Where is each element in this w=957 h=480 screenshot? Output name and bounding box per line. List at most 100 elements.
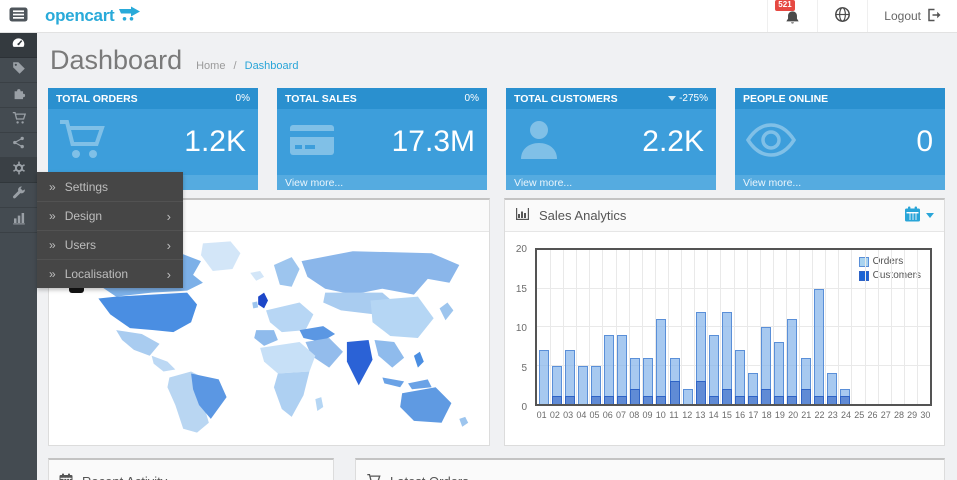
- gridline-vertical: [812, 250, 814, 404]
- tile-total-sales-header: TOTAL SALES 0%: [277, 88, 487, 109]
- tile-total-sales: TOTAL SALES 0% 17.3M View more...: [277, 88, 487, 190]
- y-tick-label: 10: [515, 323, 527, 334]
- language-button[interactable]: [817, 0, 868, 32]
- angle-double-right-icon: »: [49, 267, 56, 281]
- opencart-cart-logo-icon: [118, 6, 141, 27]
- tile-total-sales-view-more[interactable]: View more...: [277, 175, 487, 190]
- bar-orders-04: [577, 365, 588, 404]
- flyout-item-users[interactable]: » Users ›: [37, 230, 183, 259]
- sidebar-item-tools[interactable]: [0, 183, 37, 208]
- gridline-vertical: [563, 250, 565, 404]
- y-tick-label: 5: [521, 362, 527, 374]
- flyout-item-design[interactable]: » Design ›: [37, 201, 183, 230]
- gridline-vertical: [576, 250, 578, 404]
- x-tick-label: 16: [735, 410, 746, 420]
- bar-customers-23: [826, 396, 837, 404]
- flyout-item-settings[interactable]: » Settings: [37, 172, 183, 201]
- tile-people-online: PEOPLE ONLINE 0 View more...: [735, 88, 945, 190]
- bar-orders-24: [839, 388, 850, 404]
- gridline-vertical: [916, 250, 918, 404]
- bar-orders-06: [604, 334, 615, 404]
- menu-toggle-button[interactable]: [0, 0, 37, 32]
- chart-x-axis: 01 02 03 04 05 06 07 08 09 10 11 12 13 14 15 16 17 18 19 20…: [535, 410, 932, 420]
- x-tick-label: 29: [907, 410, 918, 420]
- chart-y-axis: 0 5 10 15 20: [507, 244, 531, 413]
- gridline-vertical: [772, 250, 774, 404]
- sales-analytics-header: Sales Analytics: [505, 200, 944, 232]
- bar-orders-15: [721, 311, 732, 404]
- gridline-vertical: [720, 250, 722, 404]
- tile-value: 17.3M: [391, 125, 475, 158]
- sidebar-item-sales[interactable]: [0, 108, 37, 133]
- sidebar-item-extensions[interactable]: [0, 83, 37, 108]
- gridline-vertical: [667, 250, 669, 404]
- breadcrumb-home-link[interactable]: Home: [196, 60, 226, 72]
- x-tick-label: 17: [748, 410, 759, 420]
- sales-analytics-panel: Sales Analytics 0 5 10 15 20 Orders Customers…: [504, 198, 945, 446]
- bar-orders-16: [735, 350, 746, 404]
- breadcrumb: Home / Dashboard: [196, 60, 298, 72]
- sidebar-item-dashboard[interactable]: [0, 33, 37, 58]
- bar-orders-22: [813, 288, 824, 404]
- gridline-vertical: [550, 250, 552, 404]
- x-tick-label: 30: [920, 410, 931, 420]
- bar-orders-21: [800, 357, 811, 404]
- bar-orders-12: [682, 388, 693, 404]
- sales-analytics-chart: 0 5 10 15 20 Orders Customers 01 02 03 04 05 06 07 0…: [505, 232, 944, 444]
- gridline-vertical: [864, 250, 866, 404]
- breadcrumb-current-link[interactable]: Dashboard: [244, 60, 299, 72]
- date-range-button[interactable]: [904, 206, 934, 225]
- angle-double-right-icon: »: [49, 179, 56, 194]
- sidebar-item-catalog[interactable]: [0, 58, 37, 83]
- x-tick-label: 04: [576, 410, 587, 420]
- tile-total-customers-view-more[interactable]: View more...: [506, 175, 716, 190]
- tile-total-customers: TOTAL CUSTOMERS -275% 2.2K View more...: [506, 88, 716, 190]
- tile-delta: 0%: [465, 93, 479, 104]
- gridline-vertical: [903, 250, 905, 404]
- sidebar-item-marketing[interactable]: [0, 133, 37, 158]
- legend-label: Customers: [872, 270, 921, 281]
- tile-value: 1.2K: [184, 125, 246, 158]
- tile-title: PEOPLE ONLINE: [743, 92, 829, 105]
- bar-orders-10: [656, 319, 667, 404]
- gridline-vertical: [825, 250, 827, 404]
- gridline-horizontal: [537, 326, 930, 327]
- gridline-vertical: [602, 250, 604, 404]
- bar-customers-06: [604, 396, 615, 404]
- cart-icon: [12, 111, 26, 130]
- gridline-vertical: [681, 250, 683, 404]
- sidebar-item-system[interactable]: [0, 158, 37, 183]
- chart-legend: Orders Customers: [853, 253, 926, 284]
- submenu-arrow-icon: ›: [166, 208, 171, 224]
- legend-swatch: [858, 270, 869, 281]
- opencart-logo-text: opencart: [45, 6, 115, 25]
- logout-button[interactable]: Logout: [867, 0, 957, 32]
- bar-orders-13: [695, 311, 706, 404]
- bar-customers-03: [564, 396, 575, 404]
- tile-delta: -275%: [668, 93, 708, 104]
- tile-people-online-body: 0: [735, 109, 945, 175]
- tile-title: TOTAL CUSTOMERS: [514, 92, 618, 105]
- submenu-arrow-icon: ›: [166, 237, 171, 253]
- x-tick-label: 22: [814, 410, 825, 420]
- bar-orders-07: [617, 334, 628, 404]
- gridline-vertical: [798, 250, 800, 404]
- tile-delta: 0%: [236, 93, 250, 104]
- menu-toggle-icon: [9, 7, 28, 25]
- x-tick-label: 18: [761, 410, 772, 420]
- logout-icon: [927, 8, 941, 25]
- flyout-item-label: Settings: [64, 179, 109, 194]
- bar-customers-16: [735, 396, 746, 404]
- x-tick-label: 02: [549, 410, 560, 420]
- gridline-vertical: [641, 250, 643, 404]
- sidebar-item-reports[interactable]: [0, 208, 37, 233]
- tile-people-online-view-more[interactable]: View more...: [735, 175, 945, 190]
- notifications-button[interactable]: 521: [767, 0, 818, 32]
- calendar-icon: [904, 206, 921, 225]
- bar-customers-11: [669, 380, 680, 404]
- gridline-vertical: [785, 250, 787, 404]
- flyout-item-localisation[interactable]: » Localisation ›: [37, 259, 183, 288]
- legend-label: Orders: [872, 256, 904, 267]
- gridline-vertical: [654, 250, 656, 404]
- x-tick-label: 23: [827, 410, 838, 420]
